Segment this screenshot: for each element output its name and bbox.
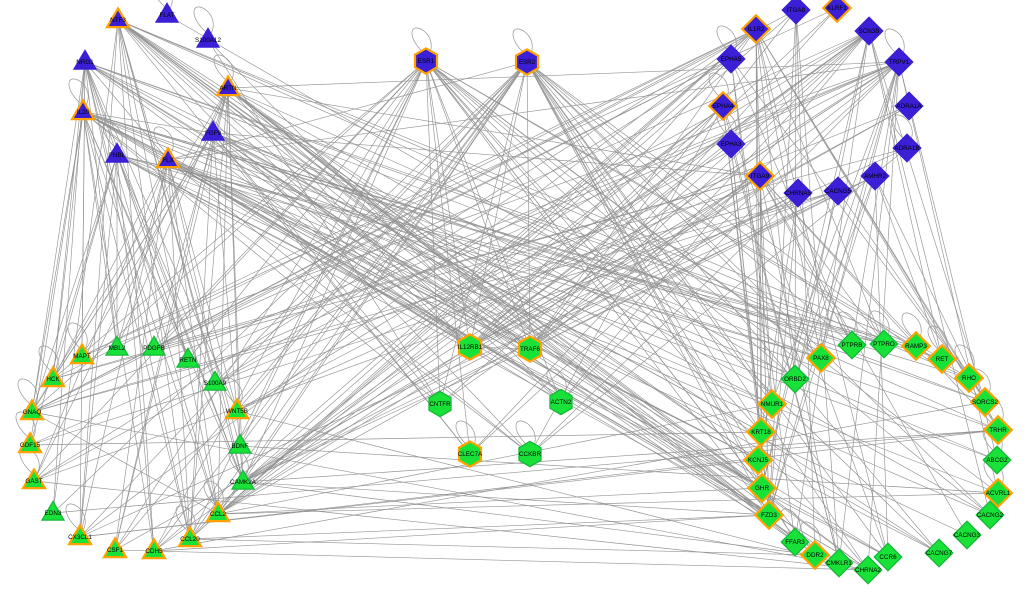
svg-text:SORCS2: SORCS2: [972, 399, 998, 406]
svg-text:PTPRB: PTPRB: [842, 342, 863, 349]
svg-text:FFAR3: FFAR3: [785, 539, 805, 546]
svg-text:TRHR: TRHR: [989, 427, 1007, 434]
svg-text:CAMK2A: CAMK2A: [230, 479, 257, 486]
svg-text:KRT18: KRT18: [751, 429, 771, 436]
svg-text:CX3CL1: CX3CL1: [68, 534, 92, 541]
svg-text:RETN: RETN: [179, 357, 197, 364]
svg-text:NRG1: NRG1: [76, 59, 94, 66]
svg-text:NMUR1: NMUR1: [761, 401, 784, 408]
svg-text:RET: RET: [936, 356, 949, 363]
svg-text:ACTN2: ACTN2: [551, 399, 572, 406]
svg-text:CSF1: CSF1: [107, 547, 124, 554]
svg-text:CLEC7A: CLEC7A: [458, 451, 483, 458]
svg-text:EDN3: EDN3: [45, 510, 62, 517]
svg-text:ITGA9: ITGA9: [751, 173, 770, 180]
svg-text:SCN3B: SCN3B: [859, 28, 880, 35]
svg-text:GHR: GHR: [755, 485, 769, 492]
svg-text:KLRF1: KLRF1: [827, 5, 847, 12]
svg-text:PTPRO: PTPRO: [873, 341, 895, 348]
svg-text:CACNG2: CACNG2: [977, 512, 1004, 519]
svg-text:FLAT: FLAT: [160, 12, 175, 19]
svg-text:CNTFR: CNTFR: [429, 401, 451, 408]
svg-text:EPHA5: EPHA5: [721, 56, 742, 63]
svg-text:ABCG2: ABCG2: [986, 457, 1008, 464]
svg-text:ESR1: ESR1: [418, 58, 435, 65]
svg-text:EPHA4: EPHA4: [713, 103, 734, 110]
svg-text:CDH5: CDH5: [145, 548, 163, 555]
svg-text:MAPT: MAPT: [73, 353, 91, 360]
svg-text:CMKLR1: CMKLR1: [826, 560, 852, 567]
svg-text:GNAQ: GNAQ: [23, 409, 42, 416]
svg-text:GDF15: GDF15: [20, 442, 41, 449]
svg-text:WNT5B: WNT5B: [226, 408, 248, 415]
svg-text:FZD3: FZD3: [761, 512, 777, 519]
svg-text:ORBD2: ORBD2: [784, 376, 806, 383]
svg-text:FNBL: FNBL: [109, 152, 126, 159]
svg-text:ESR2: ESR2: [519, 59, 536, 66]
svg-text:S100A12: S100A12: [195, 37, 221, 44]
svg-text:PAX8: PAX8: [813, 355, 829, 362]
svg-text:ARTN: ARTN: [219, 85, 236, 92]
svg-text:RHO: RHO: [962, 375, 976, 382]
svg-text:AMHR2: AMHR2: [864, 173, 887, 180]
svg-text:CCL20: CCL20: [180, 536, 200, 543]
svg-text:FGF9: FGF9: [205, 130, 222, 137]
svg-text:CACNG7: CACNG7: [926, 550, 953, 557]
svg-text:ADRA1A: ADRA1A: [896, 103, 922, 110]
svg-text:CHRNA2: CHRNA2: [855, 567, 881, 574]
svg-text:CACNG3: CACNG3: [954, 532, 981, 539]
svg-text:TRPV1: TRPV1: [889, 59, 910, 66]
svg-text:GAST: GAST: [25, 478, 42, 485]
svg-text:IL1R2: IL1R2: [748, 26, 765, 33]
svg-text:EPHA3: EPHA3: [721, 141, 742, 148]
svg-text:ADRA1B: ADRA1B: [894, 145, 919, 152]
svg-text:ACVRL1: ACVRL1: [986, 490, 1011, 497]
svg-text:KCNJ5: KCNJ5: [748, 457, 768, 464]
svg-text:MBL2: MBL2: [109, 345, 126, 352]
svg-text:DDR2: DDR2: [806, 552, 824, 559]
svg-text:CHRNA5: CHRNA5: [785, 190, 811, 197]
svg-text:FLX: FLX: [162, 157, 174, 164]
svg-text:CCKBR: CCKBR: [519, 451, 541, 458]
svg-text:CCL2: CCL2: [210, 511, 227, 518]
svg-text:NTF3: NTF3: [110, 17, 126, 24]
svg-text:IL12RB1: IL12RB1: [458, 344, 483, 351]
svg-text:CCR6: CCR6: [879, 554, 897, 561]
svg-text:CACNG5: CACNG5: [825, 188, 852, 195]
svg-text:TRAF6: TRAF6: [520, 346, 540, 353]
svg-text:ITGA8: ITGA8: [787, 7, 806, 14]
svg-text:BDNF: BDNF: [231, 443, 248, 450]
svg-text:S100A9: S100A9: [204, 380, 227, 387]
svg-text:RAMP3: RAMP3: [905, 343, 927, 350]
svg-text:HCK: HCK: [46, 376, 60, 383]
svg-text:PDGFB: PDGFB: [143, 345, 165, 352]
svg-text:IL20: IL20: [77, 109, 90, 116]
